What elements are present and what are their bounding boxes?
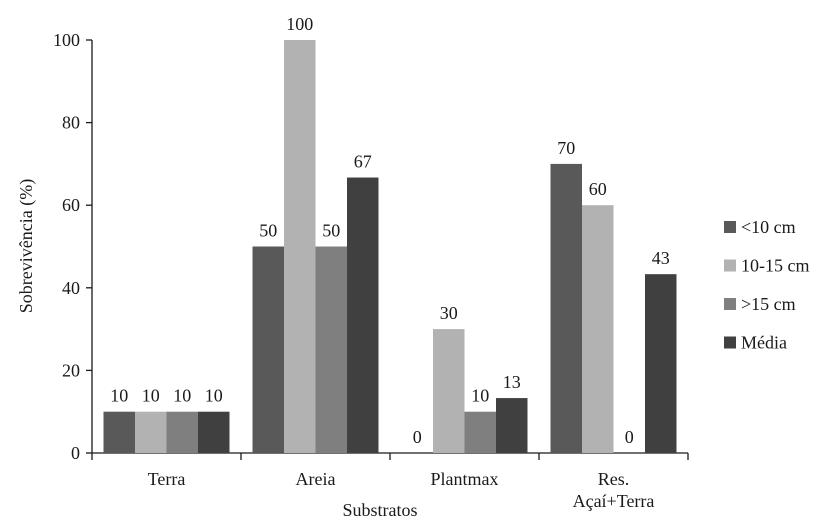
bar xyxy=(252,246,284,453)
bar xyxy=(315,246,347,453)
x-axis-title: Substratos xyxy=(342,500,417,520)
data-label: 10 xyxy=(471,386,489,406)
bar xyxy=(645,274,677,453)
y-tick-label: 80 xyxy=(62,113,80,133)
data-label: 10 xyxy=(205,386,223,406)
bar xyxy=(464,411,496,453)
x-category-label: Plantmax xyxy=(431,469,499,489)
bar xyxy=(347,177,379,454)
legend-swatch xyxy=(724,221,736,233)
data-label: 30 xyxy=(440,303,458,323)
x-category-label: Açaí+Terra xyxy=(573,491,655,511)
legend-swatch xyxy=(724,259,736,272)
bar xyxy=(284,40,316,453)
data-label: 67 xyxy=(354,152,372,172)
x-category-label: Areia xyxy=(296,469,336,489)
data-label: 50 xyxy=(322,221,340,241)
x-axis: Terra Areia Plantmax Res.Açaí+Terra xyxy=(91,452,689,511)
bar xyxy=(550,163,582,453)
y-axis: 0 20 40 60 80 100 xyxy=(53,30,93,463)
bar xyxy=(433,329,465,453)
data-label: 10 xyxy=(110,386,128,406)
y-tick-label: 0 xyxy=(71,443,80,463)
y-tick-label: 40 xyxy=(62,278,80,298)
data-label: 0 xyxy=(413,427,422,447)
data-label: 70 xyxy=(557,138,575,158)
bar xyxy=(135,411,167,453)
x-category-label: Res. xyxy=(598,469,630,489)
legend-swatch xyxy=(724,298,736,310)
data-label: 60 xyxy=(589,179,607,199)
bar xyxy=(198,411,230,453)
bar xyxy=(103,411,135,453)
data-label: 100 xyxy=(286,14,313,34)
data-label: 43 xyxy=(652,248,670,268)
legend-label: >15 cm xyxy=(741,294,796,314)
legend-label: Média xyxy=(741,333,787,353)
data-label: 10 xyxy=(142,386,160,406)
legend: <10 cm 10-15 cm >15 cm Média xyxy=(724,217,809,353)
legend-swatch xyxy=(724,336,736,349)
data-label: 13 xyxy=(503,372,521,392)
bar xyxy=(166,411,198,453)
legend-label: 10-15 cm xyxy=(741,256,809,276)
data-label: 50 xyxy=(259,221,277,241)
data-label: 10 xyxy=(173,386,191,406)
y-tick-label: 100 xyxy=(53,30,80,50)
y-axis-title: Sobrevivência (%) xyxy=(16,179,37,313)
bars xyxy=(103,40,677,454)
y-tick-label: 60 xyxy=(62,195,80,215)
legend-label: <10 cm xyxy=(741,217,796,237)
data-label: 0 xyxy=(625,427,634,447)
bar xyxy=(496,398,528,453)
x-category-label: Terra xyxy=(148,469,186,489)
bar xyxy=(582,205,614,453)
y-tick-label: 20 xyxy=(62,360,80,380)
